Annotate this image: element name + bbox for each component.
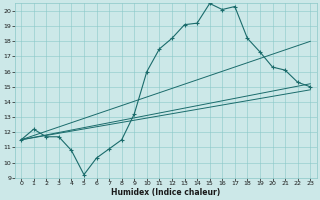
X-axis label: Humidex (Indice chaleur): Humidex (Indice chaleur): [111, 188, 220, 197]
